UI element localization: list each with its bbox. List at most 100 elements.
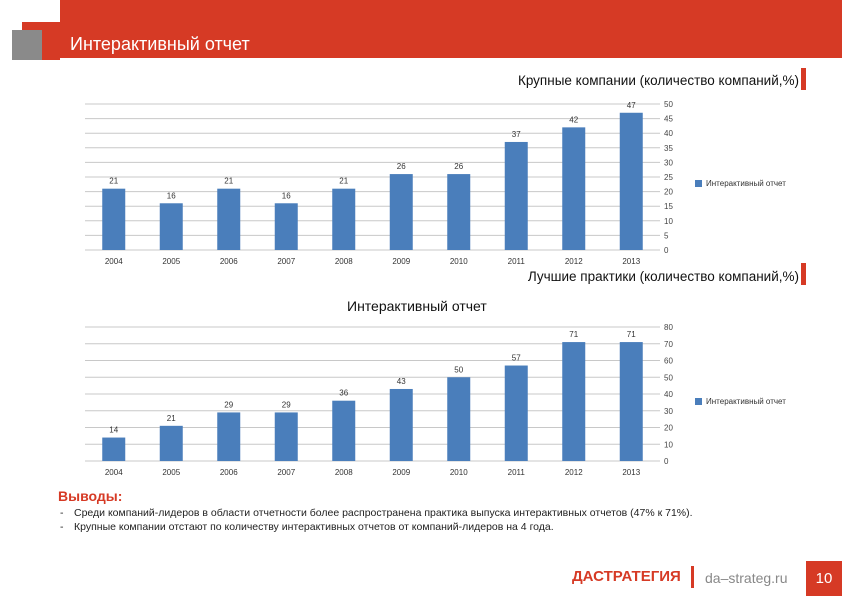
footer-divider [691,566,694,588]
chart1-data-label: 21 [109,177,118,186]
chart2-title: Лучшие практики (количество компаний,%) [527,269,799,284]
chart2-xtick-label: 2013 [622,468,640,477]
chart2-data-label: 14 [109,426,118,435]
chart2-data-label: 29 [282,400,291,409]
chart2-ytick-label: 10 [664,440,673,449]
conclusion-text: Крупные компании отстают по количеству и… [74,521,554,533]
chart1-xtick-label: 2012 [565,257,583,266]
chart2-xtick-label: 2010 [450,468,468,477]
chart2-ytick-label: 0 [664,457,669,466]
chart1-ytick-label: 15 [664,202,673,211]
page-title: Интерактивный отчет [70,34,250,54]
chart2-data-label: 57 [512,354,521,363]
chart1-ytick-label: 0 [664,246,669,255]
header-bar [60,0,842,58]
chart1-ytick-label: 20 [664,188,673,197]
chart2-xtick-label: 2007 [277,468,295,477]
chart1-bar [389,174,413,250]
website-link[interactable]: da–strateg.ru [705,570,788,586]
chart1-ytick-label: 5 [664,231,669,240]
chart2-bar [447,377,471,461]
logo-rest: СТРАТЕГИЯ [593,568,681,585]
chart2-bar [159,425,183,461]
chart1-bar [504,141,528,250]
chart1-xtick-label: 2009 [392,257,410,266]
chart1-bar [217,188,241,250]
chart2-xtick-label: 2011 [508,468,526,477]
chart1-ytick-label: 40 [664,129,673,138]
corner-gray-square [12,30,42,60]
chart1-data-label: 47 [627,101,636,110]
logo-da: ДА [572,568,594,585]
chart2-ytick-label: 60 [664,357,673,366]
bullet-dash: - [60,521,64,533]
chart1-ytick-label: 10 [664,217,673,226]
chart2-ytick-label: 30 [664,407,673,416]
chart1-bar [562,127,586,250]
chart1-bar [447,174,471,250]
conclusions-title: Выводы: [58,488,123,504]
chart1-xtick-label: 2005 [162,257,180,266]
chart2-ytick-label: 80 [664,323,673,332]
chart1-bar [159,203,183,250]
chart2-title-accent [801,263,806,285]
chart1-bar [332,188,356,250]
chart2-bar [562,342,586,461]
chart1-data-label: 21 [339,177,348,186]
bullet-dash: - [60,507,64,519]
chart1-xtick-label: 2006 [220,257,238,266]
chart1-data-label: 21 [224,177,233,186]
conclusion-item: - Крупные компании отстают по количеству … [60,521,554,533]
company-logo: ДАСТРАТЕГИЯ [572,568,681,585]
chart2-data-label: 71 [627,330,636,339]
chart2-data-label: 21 [167,414,176,423]
chart2-ytick-label: 70 [664,340,673,349]
chart1-title: Крупные компании (количество компаний,%) [517,73,799,88]
chart1-ytick-label: 30 [664,158,673,167]
chart1-xtick-label: 2007 [277,257,295,266]
conclusion-text: Среди компаний-лидеров в области отчетно… [74,507,693,519]
legend-swatch [695,180,702,187]
chart1-data-label: 26 [454,162,463,171]
chart2-ytick-label: 40 [664,390,673,399]
chart1-legend: Интерактивный отчет [695,179,786,188]
chart1-data-label: 16 [167,191,176,200]
chart2-bar [332,400,356,461]
chart2-ytick-label: 20 [664,424,673,433]
chart2-xtick-label: 2008 [335,468,353,477]
chart2-xtick-label: 2009 [392,468,410,477]
chart1-data-label: 16 [282,191,291,200]
chart2-data-label: 71 [569,330,578,339]
chart2-bar [102,437,126,461]
chart1-data-label: 42 [569,115,578,124]
chart1-xtick-label: 2008 [335,257,353,266]
chart1-data-label: 37 [512,130,521,139]
chart2-data-label: 36 [339,389,348,398]
chart2-subtitle: Интерактивный отчет [347,298,487,314]
chart2-ytick-label: 50 [664,373,673,382]
chart2-data-label: 29 [224,400,233,409]
chart2-data-label: 50 [454,365,463,374]
chart2-bar [504,365,528,461]
chart2-bar [389,388,413,461]
chart1-xtick-label: 2004 [105,257,123,266]
page-number: 10 [806,561,842,596]
chart1-ytick-label: 50 [664,100,673,109]
chart2-bar [274,412,298,461]
conclusion-item: - Среди компаний-лидеров в области отчетн… [60,507,693,519]
chart2-xtick-label: 2004 [105,468,123,477]
chart1-bar [619,112,643,250]
legend-swatch [695,398,702,405]
chart1-ytick-label: 35 [664,144,673,153]
chart1-legend-label: Интерактивный отчет [706,179,786,188]
chart1-bar [274,203,298,250]
chart1-ytick-label: 25 [664,173,673,182]
chart2-bar [217,412,241,461]
chart2-xtick-label: 2012 [565,468,583,477]
chart1-ytick-label: 45 [664,115,673,124]
chart2-data-label: 43 [397,377,406,386]
chart1-title-accent [801,68,806,90]
chart2-xtick-label: 2006 [220,468,238,477]
chart1-bar [102,188,126,250]
